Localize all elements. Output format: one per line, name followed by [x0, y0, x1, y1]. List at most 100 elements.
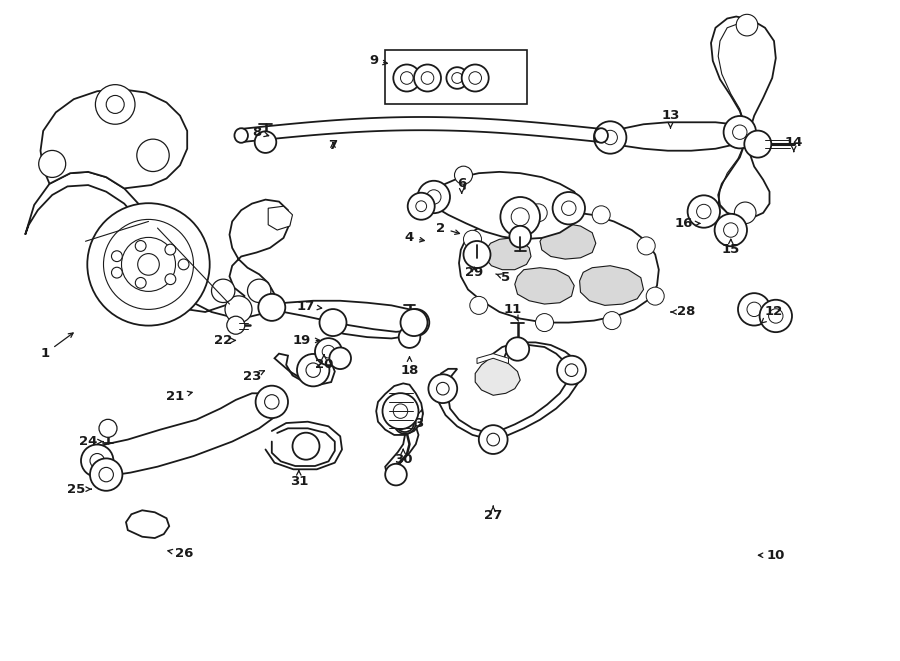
- Polygon shape: [486, 238, 531, 270]
- Circle shape: [744, 131, 771, 157]
- Circle shape: [122, 237, 176, 292]
- Polygon shape: [268, 206, 292, 230]
- Circle shape: [315, 338, 342, 365]
- Circle shape: [464, 241, 490, 268]
- Circle shape: [106, 95, 124, 114]
- Text: 11: 11: [504, 303, 522, 321]
- Circle shape: [562, 201, 576, 215]
- Circle shape: [408, 193, 435, 219]
- Circle shape: [402, 309, 429, 336]
- Circle shape: [399, 327, 420, 348]
- Text: 4: 4: [405, 231, 424, 245]
- Circle shape: [747, 302, 761, 317]
- Text: 21: 21: [166, 390, 193, 403]
- Circle shape: [256, 385, 288, 418]
- Circle shape: [529, 204, 547, 222]
- Circle shape: [418, 180, 450, 214]
- Circle shape: [509, 226, 531, 247]
- Circle shape: [225, 296, 252, 323]
- Polygon shape: [376, 383, 423, 435]
- Polygon shape: [486, 342, 580, 440]
- Text: 26: 26: [168, 547, 194, 561]
- Circle shape: [255, 132, 276, 153]
- Circle shape: [738, 293, 770, 326]
- Polygon shape: [540, 223, 596, 259]
- Circle shape: [536, 313, 554, 332]
- Bar: [385, 50, 527, 104]
- Circle shape: [646, 287, 664, 305]
- Circle shape: [470, 296, 488, 315]
- Circle shape: [165, 274, 176, 285]
- Polygon shape: [274, 354, 335, 385]
- Text: 28: 28: [671, 305, 695, 319]
- Circle shape: [400, 309, 428, 336]
- Polygon shape: [601, 122, 749, 151]
- Polygon shape: [88, 393, 284, 476]
- Circle shape: [178, 259, 189, 270]
- Circle shape: [592, 206, 610, 224]
- Circle shape: [724, 116, 756, 149]
- Circle shape: [715, 214, 747, 247]
- Circle shape: [95, 85, 135, 124]
- Circle shape: [393, 65, 420, 91]
- Circle shape: [427, 190, 441, 204]
- Circle shape: [99, 419, 117, 438]
- Circle shape: [462, 65, 489, 91]
- Text: 17: 17: [297, 299, 321, 313]
- Polygon shape: [711, 17, 776, 218]
- Circle shape: [135, 278, 146, 288]
- Polygon shape: [580, 266, 644, 305]
- Circle shape: [479, 425, 508, 454]
- Text: 10: 10: [759, 549, 785, 562]
- Circle shape: [760, 299, 792, 332]
- Circle shape: [428, 374, 457, 403]
- Circle shape: [396, 414, 414, 432]
- Circle shape: [594, 121, 626, 154]
- Circle shape: [87, 203, 210, 326]
- Polygon shape: [25, 172, 290, 317]
- Circle shape: [487, 433, 500, 446]
- Circle shape: [90, 458, 122, 491]
- Circle shape: [446, 67, 468, 89]
- Circle shape: [112, 251, 122, 262]
- Circle shape: [112, 267, 122, 278]
- Circle shape: [137, 139, 169, 172]
- Circle shape: [382, 393, 418, 429]
- Circle shape: [436, 382, 449, 395]
- Text: 3: 3: [414, 410, 423, 430]
- Circle shape: [297, 354, 329, 387]
- Circle shape: [165, 244, 176, 255]
- Ellipse shape: [595, 128, 608, 143]
- Circle shape: [734, 202, 756, 223]
- Polygon shape: [40, 89, 187, 188]
- Circle shape: [454, 166, 472, 184]
- Circle shape: [603, 130, 617, 145]
- Circle shape: [258, 294, 285, 321]
- Circle shape: [511, 208, 529, 226]
- Circle shape: [385, 464, 407, 485]
- Text: 29: 29: [465, 266, 483, 279]
- Circle shape: [421, 71, 434, 85]
- Circle shape: [736, 15, 758, 36]
- Text: 5: 5: [496, 271, 510, 284]
- Circle shape: [212, 279, 235, 303]
- Circle shape: [637, 237, 655, 255]
- Circle shape: [452, 73, 463, 83]
- Circle shape: [400, 71, 413, 85]
- Text: 25: 25: [68, 483, 91, 496]
- Text: 12: 12: [761, 305, 783, 323]
- Text: 16: 16: [675, 217, 699, 230]
- Circle shape: [329, 348, 351, 369]
- Circle shape: [227, 316, 245, 334]
- Circle shape: [557, 356, 586, 385]
- Circle shape: [393, 404, 408, 418]
- Circle shape: [400, 418, 410, 428]
- Text: 9: 9: [369, 54, 387, 67]
- Text: 19: 19: [292, 334, 320, 347]
- Circle shape: [733, 125, 747, 139]
- Text: 14: 14: [785, 136, 803, 151]
- Circle shape: [688, 195, 720, 228]
- Text: 13: 13: [662, 109, 680, 128]
- Text: 6: 6: [457, 177, 466, 193]
- Circle shape: [553, 192, 585, 225]
